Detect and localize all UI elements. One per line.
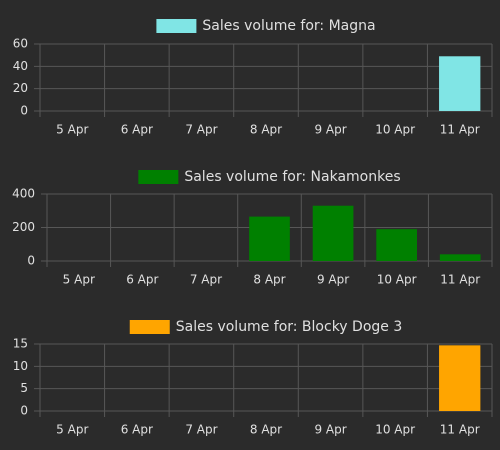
bar: [376, 229, 417, 261]
x-tick-label: 6 Apr: [121, 423, 153, 437]
y-tick-label: 400: [12, 187, 35, 201]
bar: [312, 205, 354, 261]
x-tick-label: 8 Apr: [250, 123, 282, 137]
x-tick-label: 9 Apr: [314, 123, 346, 137]
y-tick-label: 20: [13, 81, 28, 95]
y-tick-label: 60: [13, 37, 28, 51]
x-tick-label: 11 Apr: [440, 273, 480, 287]
x-tick-label: 5 Apr: [56, 423, 88, 437]
y-tick-label: 200: [12, 220, 35, 234]
x-tick-label: 6 Apr: [121, 123, 153, 137]
y-tick-label: 0: [27, 254, 35, 268]
y-tick-label: 5: [20, 381, 28, 395]
x-tick-label: 5 Apr: [63, 273, 95, 287]
bar: [439, 254, 481, 261]
x-tick-label: 5 Apr: [56, 123, 88, 137]
x-tick-label: 10 Apr: [375, 123, 415, 137]
y-tick-label: 0: [20, 404, 28, 418]
x-tick-label: 11 Apr: [440, 123, 480, 137]
x-tick-label: 11 Apr: [440, 423, 480, 437]
bar: [439, 345, 481, 411]
x-tick-label: 7 Apr: [190, 273, 222, 287]
bar: [439, 56, 481, 111]
legend-label: Sales volume for: Blocky Doge 3: [176, 319, 403, 335]
x-tick-label: 7 Apr: [185, 423, 217, 437]
bar: [249, 216, 290, 261]
x-tick-label: 8 Apr: [253, 273, 285, 287]
x-tick-label: 10 Apr: [375, 423, 415, 437]
y-tick-label: 15: [13, 337, 28, 351]
y-tick-label: 0: [20, 104, 28, 118]
legend-swatch: [129, 320, 170, 334]
x-tick-label: 8 Apr: [250, 423, 282, 437]
y-tick-label: 10: [13, 359, 28, 373]
legend-label: Sales volume for: Nakamonkes: [184, 169, 400, 185]
legend-swatch: [138, 170, 179, 184]
y-tick-label: 40: [13, 59, 28, 73]
x-tick-label: 9 Apr: [314, 423, 346, 437]
legend-swatch: [156, 19, 197, 33]
x-tick-label: 7 Apr: [185, 123, 217, 137]
x-tick-label: 6 Apr: [126, 273, 158, 287]
x-tick-label: 9 Apr: [317, 273, 349, 287]
legend-label: Sales volume for: Magna: [202, 18, 375, 34]
x-tick-label: 10 Apr: [377, 273, 417, 287]
